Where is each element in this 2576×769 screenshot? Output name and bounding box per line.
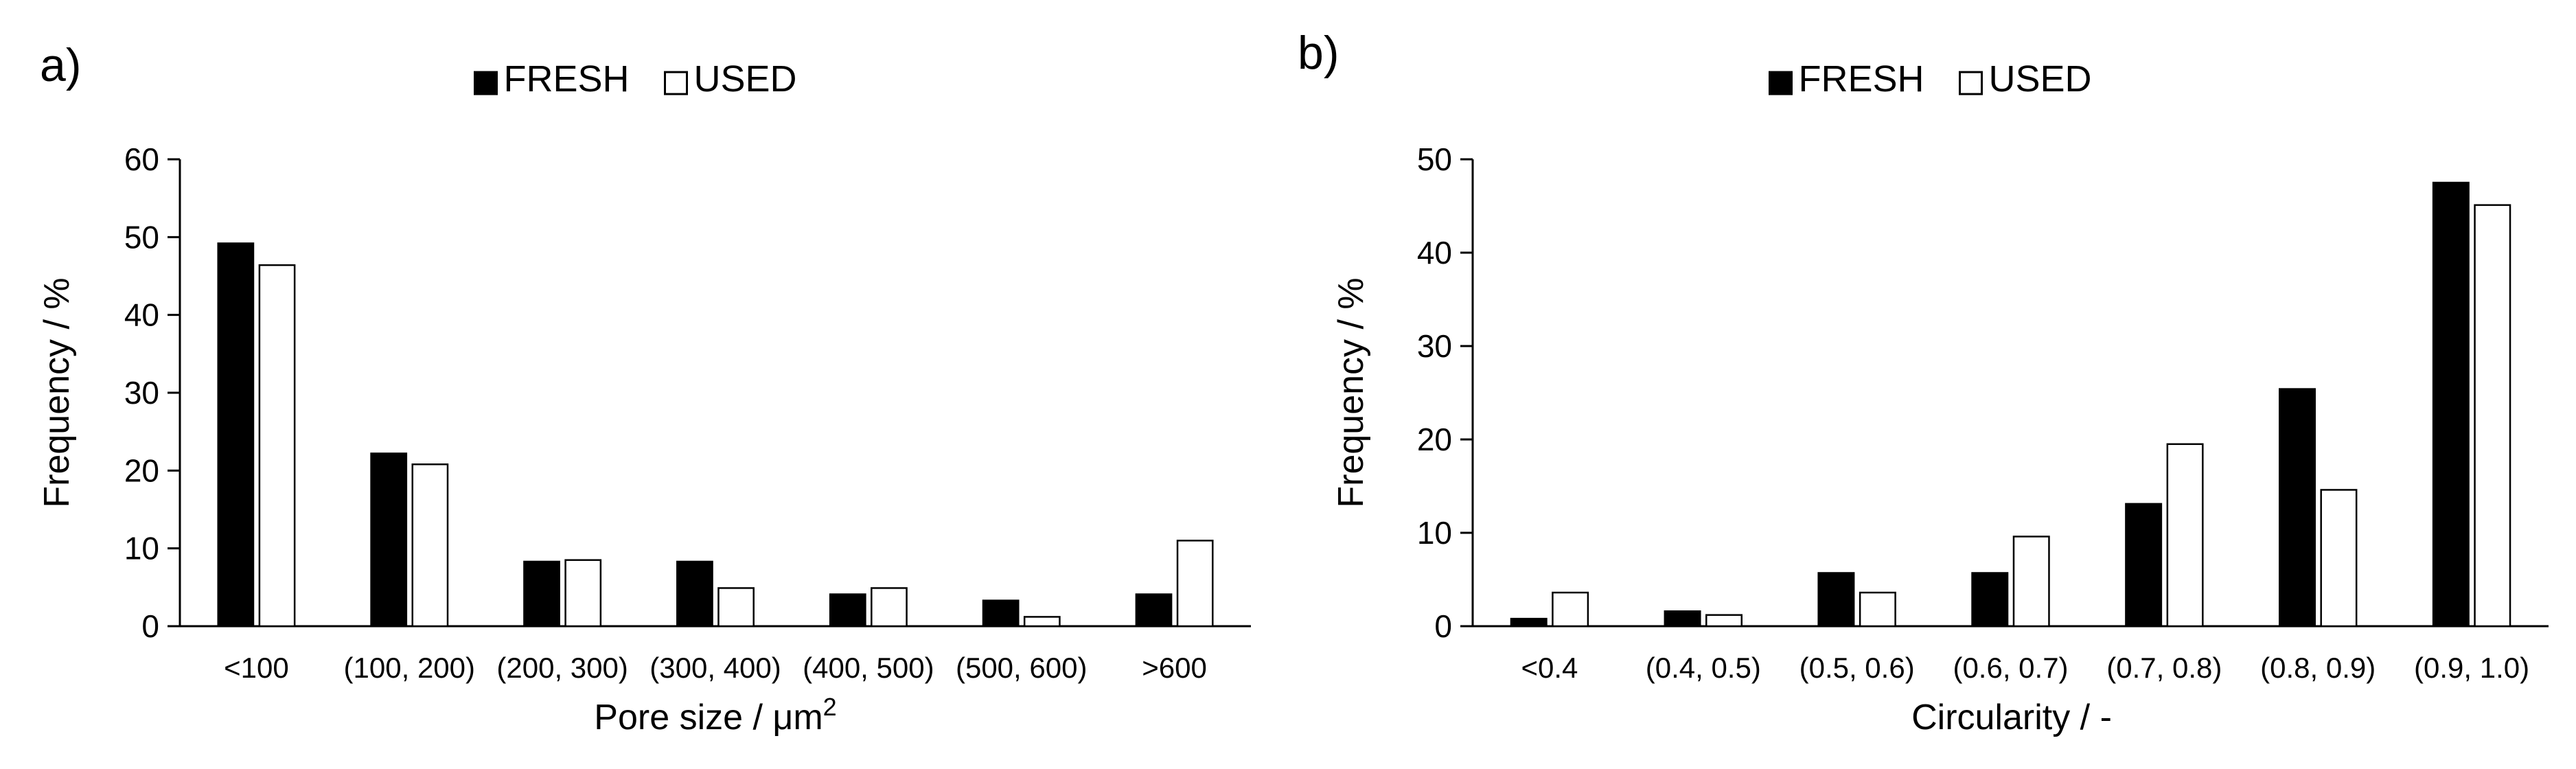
bar-used-4	[871, 587, 908, 628]
bar-used-1	[411, 463, 449, 628]
bar-fresh-2	[1817, 572, 1855, 628]
bar-used-3	[717, 587, 755, 628]
y-tick-label: 30	[124, 375, 159, 411]
x-category-label: <100	[224, 652, 289, 684]
legend: FRESH USED	[1769, 58, 2092, 100]
x-axis-title: Pore size / μm2	[594, 693, 836, 737]
x-category-label: (100, 200)	[344, 652, 475, 684]
bar-fresh-3	[1971, 572, 2009, 628]
legend-label-fresh: FRESH	[504, 58, 630, 100]
bar-used-6	[1176, 540, 1214, 628]
panel-a-pore-size-chart: a) 0 10 20 30 40 50 60 <100 (100, 200) (200, 300) (…	[37, 39, 1251, 737]
x-category-label: (0.6, 0.7)	[1953, 652, 2068, 684]
bar-fresh-1	[1664, 610, 1701, 628]
bar-used-5	[2320, 489, 2358, 628]
bar-fresh-4	[829, 593, 866, 628]
x-category-label: >600	[1142, 652, 1207, 684]
bar-used-0	[1552, 591, 1589, 628]
y-tick-label: 40	[124, 297, 159, 333]
x-category-label: (0.4, 0.5)	[1646, 652, 1761, 684]
legend-swatch-fresh	[1769, 71, 1793, 95]
bar-used-0	[258, 264, 296, 628]
bar-fresh-1	[370, 452, 408, 628]
y-tick-label: 50	[1417, 141, 1452, 177]
x-category-label: (0.8, 0.9)	[2260, 652, 2376, 684]
legend-label-used: USED	[694, 58, 797, 100]
legend-swatch-fresh	[474, 71, 498, 95]
y-axis-title: Frequency / %	[1331, 277, 1371, 507]
x-axis-title: Circularity / -	[1911, 698, 2112, 737]
x-category-label: (0.7, 0.8)	[2106, 652, 2222, 684]
y-tick-label: 0	[141, 608, 159, 644]
x-category-label: (0.9, 1.0)	[2414, 652, 2529, 684]
bar-used-1	[1705, 614, 1743, 628]
panel-label: a)	[40, 39, 81, 91]
y-tick-label: 50	[124, 219, 159, 255]
x-axis-title-superscript: 2	[823, 693, 837, 721]
bar-fresh-2	[523, 560, 560, 628]
bar-fresh-5	[982, 599, 1020, 628]
legend-swatch-used	[1959, 71, 1983, 95]
x-category-label: (500, 600)	[956, 652, 1087, 684]
legend-label-used: USED	[1989, 58, 2092, 100]
bar-fresh-6	[2432, 181, 2470, 628]
bar-used-2	[564, 559, 602, 628]
x-category-label: (0.5, 0.6)	[1799, 652, 1915, 684]
x-category-label: (200, 300)	[496, 652, 628, 684]
bar-fresh-5	[2279, 388, 2316, 628]
y-tick-label: 20	[1417, 422, 1452, 457]
x-axis-title-text: Pore size / μm	[594, 698, 823, 737]
bar-used-5	[1023, 616, 1061, 628]
y-tick-label: 40	[1417, 235, 1452, 271]
bar-fresh-0	[217, 242, 255, 628]
bar-used-3	[2012, 536, 2050, 628]
bar-fresh-4	[2125, 503, 2163, 628]
y-tick-label: 0	[1434, 608, 1452, 644]
legend-label-fresh: FRESH	[1799, 58, 1924, 100]
y-tick-label: 60	[124, 141, 159, 177]
x-category-label: <0.4	[1521, 652, 1578, 684]
panel-label: b)	[1298, 27, 1339, 79]
bar-used-6	[2474, 204, 2511, 628]
y-tick-label: 10	[1417, 515, 1452, 551]
y-tick-label: 20	[124, 452, 159, 488]
bar-used-2	[1859, 591, 1896, 628]
y-tick-label: 30	[1417, 328, 1452, 364]
y-axis-title: Frequency / %	[37, 277, 77, 507]
bar-used-4	[2166, 443, 2204, 628]
bar-fresh-0	[1510, 617, 1548, 628]
legend-swatch-used	[664, 71, 688, 95]
y-tick-label: 10	[124, 531, 159, 566]
x-category-label: (400, 500)	[803, 652, 934, 684]
panel-b-circularity-chart: b) 0 10 20 30 40 50 <0.4 (0.4, 0.5) (0.5, 0.6) (0.…	[1298, 27, 2549, 737]
legend: FRESH USED	[474, 58, 797, 100]
x-category-label: (300, 400)	[649, 652, 781, 684]
bar-fresh-3	[676, 560, 713, 628]
bar-fresh-6	[1135, 593, 1173, 628]
